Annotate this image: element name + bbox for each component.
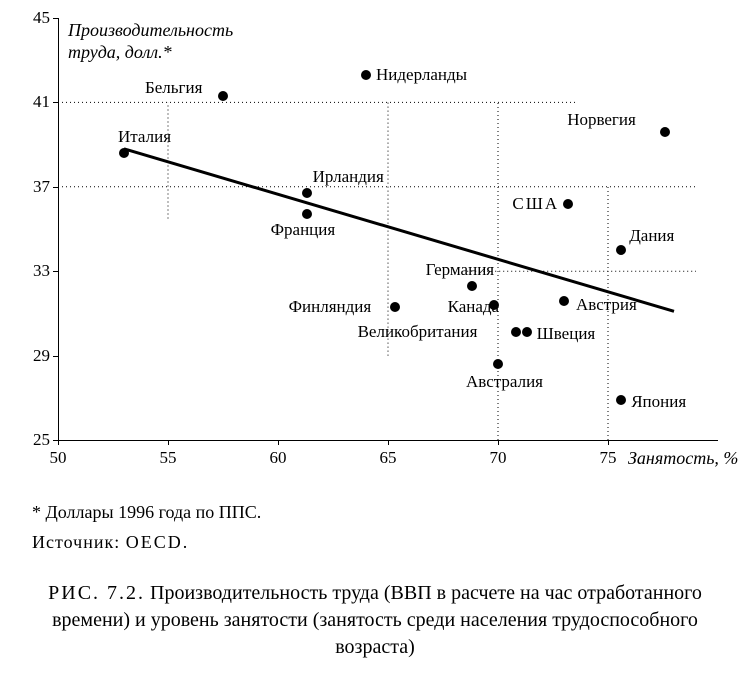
point-label: Бельгия (145, 78, 202, 98)
data-point (563, 199, 573, 209)
point-label: Германия (426, 260, 495, 280)
x-tick (168, 440, 169, 445)
source-label: Источник: (32, 532, 120, 552)
footnote: * Доллары 1996 года по ППС. (32, 502, 261, 523)
page: 25 29 33 37 41 45 50 55 60 65 70 75 Производительнос… (0, 0, 750, 693)
data-point (119, 148, 129, 158)
y-tick-label: 33 (20, 261, 50, 281)
data-point (493, 359, 503, 369)
point-label: Швеция (537, 324, 596, 344)
point-label: Италия (118, 127, 171, 147)
y-tick-label: 41 (20, 92, 50, 112)
point-label: Канада (448, 297, 500, 317)
data-point (218, 91, 228, 101)
point-label: Австралия (466, 372, 543, 392)
x-tick-label: 70 (483, 448, 513, 468)
figure-title: Производительность труда (ВВП в расчете … (52, 582, 702, 658)
data-point (390, 302, 400, 312)
data-point (616, 395, 626, 405)
data-point (467, 281, 477, 291)
y-tick-label: 25 (20, 430, 50, 450)
point-label: США (512, 194, 559, 214)
data-point (522, 327, 532, 337)
data-point (511, 327, 521, 337)
y-tick-label: 37 (20, 177, 50, 197)
data-point (361, 70, 371, 80)
x-tick (498, 440, 499, 445)
point-label: Дания (629, 226, 674, 246)
point-label: Австрия (576, 295, 637, 315)
x-tick (388, 440, 389, 445)
point-label: Франция (271, 220, 336, 240)
x-tick-label: 75 (593, 448, 623, 468)
data-point (660, 127, 670, 137)
x-axis-title: Занятость, % (628, 448, 738, 469)
x-tick-label: 55 (153, 448, 183, 468)
y-tick-label: 29 (20, 346, 50, 366)
x-tick-label: 65 (373, 448, 403, 468)
point-label: Великобритания (358, 322, 478, 342)
point-label: Норвегия (567, 110, 636, 130)
source-value: OECD (126, 532, 183, 552)
data-point (302, 188, 312, 198)
data-point (616, 245, 626, 255)
x-tick (608, 440, 609, 445)
point-label: Ирландия (313, 167, 384, 187)
x-tick (278, 440, 279, 445)
trend-line (124, 149, 674, 311)
point-label: Япония (631, 392, 686, 412)
x-tick-label: 60 (263, 448, 293, 468)
figure-number: РИС. 7.2. (48, 582, 145, 604)
point-label: Финляндия (289, 297, 372, 317)
point-label: Нидерланды (376, 65, 467, 85)
x-tick-label: 50 (43, 448, 73, 468)
data-point (559, 296, 569, 306)
data-point (302, 209, 312, 219)
figure-caption: РИС. 7.2. Производительность труда (ВВП … (15, 580, 735, 661)
y-tick-label: 45 (20, 8, 50, 28)
source-line: Источник: OECD. (32, 532, 188, 553)
scatter-plot: 252933374145505560657075Производительнос… (58, 18, 718, 440)
source-period: . (183, 532, 189, 552)
x-tick (58, 440, 59, 445)
